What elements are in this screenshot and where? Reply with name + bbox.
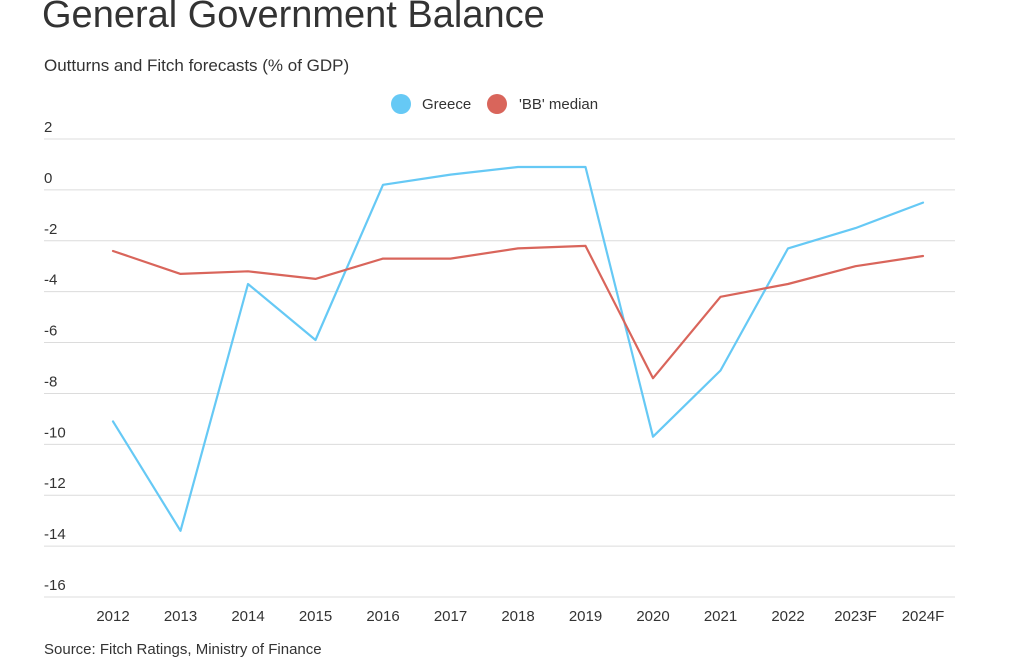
- y-tick-label: -16: [44, 577, 66, 594]
- y-tick-label: -10: [44, 424, 66, 441]
- legend-label: Greece: [422, 96, 471, 113]
- series-lines: [111, 165, 925, 532]
- chart-title: General Government Balance: [42, 0, 545, 36]
- legend-swatch: [487, 94, 507, 114]
- x-tick-label: 2018: [501, 608, 534, 625]
- y-tick-label: -4: [44, 272, 57, 289]
- x-tick-label: 2012: [96, 608, 129, 625]
- x-tick-label: 2014: [231, 608, 264, 625]
- x-tick-label: 2016: [366, 608, 399, 625]
- x-tick-label: 2022: [771, 608, 804, 625]
- y-tick-label: -14: [44, 526, 66, 543]
- source-note: Source: Fitch Ratings, Ministry of Finan…: [44, 641, 322, 658]
- x-tick-label: 2017: [434, 608, 467, 625]
- y-tick-label: -6: [44, 323, 57, 340]
- series-line-greece: [111, 165, 925, 532]
- y-axis: 2 0 -2 -4 -6 -8 -10 -12 -14 -16: [44, 119, 66, 594]
- x-tick-label: 2013: [164, 608, 197, 625]
- y-tick-label: -12: [44, 475, 66, 492]
- y-tick-label: 2: [44, 119, 52, 136]
- legend-label: 'BB' median: [519, 96, 598, 113]
- x-tick-label: 2023F: [834, 608, 877, 625]
- x-axis: 2012 2013 2014 2015 2016 2017 2018 2019 2020 2021…: [96, 608, 944, 625]
- y-tick-label: -8: [44, 373, 57, 390]
- x-tick-label: 2019: [569, 608, 602, 625]
- y-tick-label: 0: [44, 170, 52, 187]
- chart-subtitle: Outturns and Fitch forecasts (% of GDP): [44, 56, 350, 75]
- series-line-bb-median: [111, 244, 925, 380]
- y-tick-label: -2: [44, 221, 57, 238]
- x-tick-label: 2024F: [902, 608, 945, 625]
- legend: Greece 'BB' median: [391, 94, 598, 114]
- x-tick-label: 2021: [704, 608, 737, 625]
- x-tick-label: 2015: [299, 608, 332, 625]
- gridlines: [44, 138, 955, 598]
- legend-swatch: [391, 94, 411, 114]
- x-tick-label: 2020: [636, 608, 669, 625]
